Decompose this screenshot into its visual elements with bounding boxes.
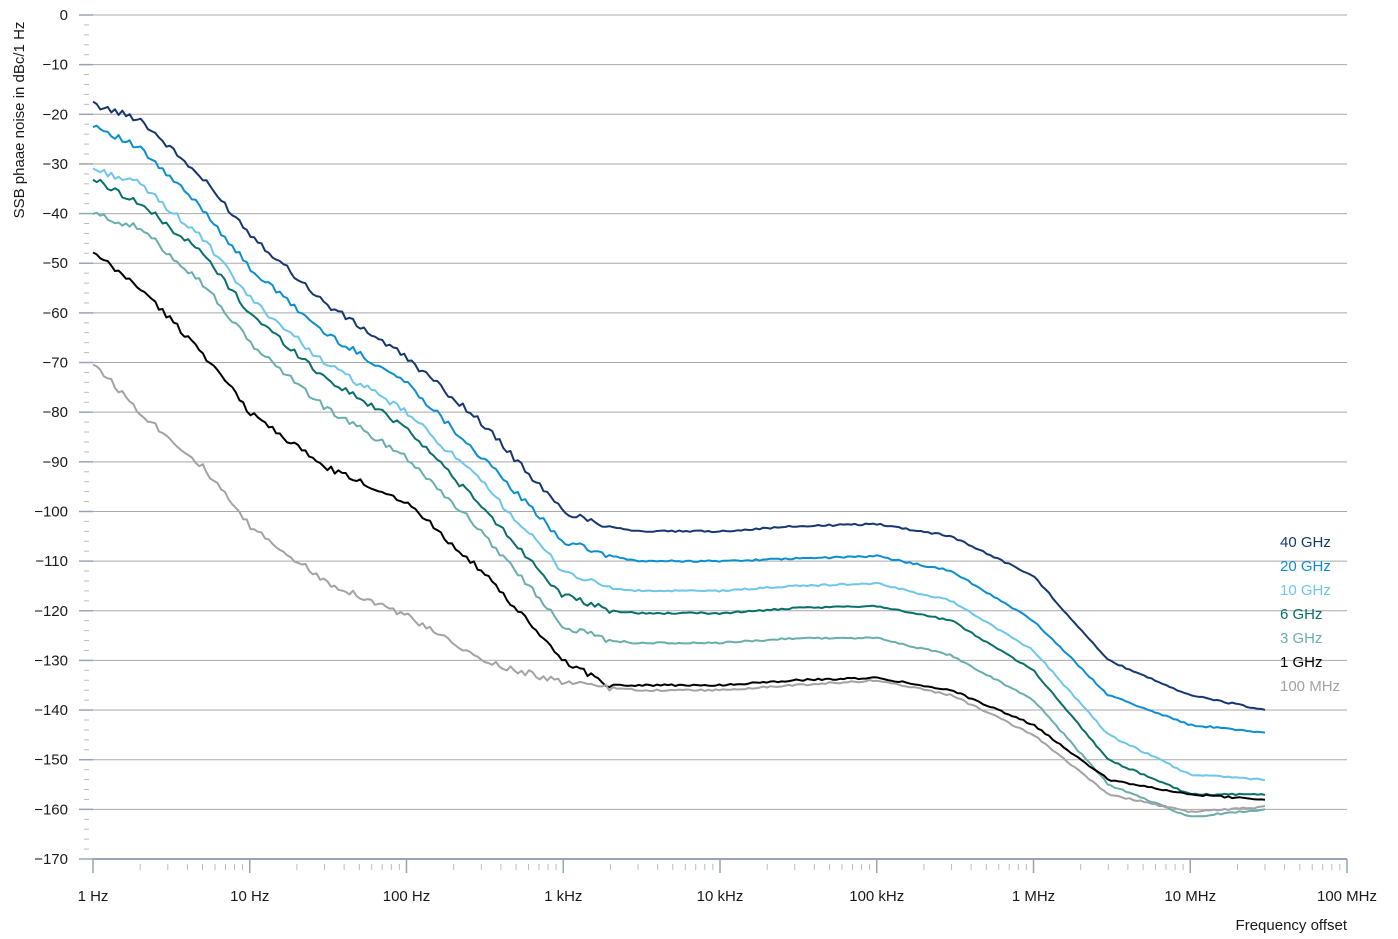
y-tick-label: −110 xyxy=(35,553,68,570)
x-tick-label: 1 Hz xyxy=(78,888,109,905)
y-tick-label: −90 xyxy=(43,454,68,471)
y-tick-label: −160 xyxy=(34,801,68,818)
series-line xyxy=(92,251,1266,801)
legend-label: 1 GHz xyxy=(1280,654,1323,671)
series-line xyxy=(92,211,1266,818)
y-tick-label: −60 xyxy=(43,305,68,322)
series-line xyxy=(92,100,1266,711)
y-tick-label: −100 xyxy=(34,503,68,520)
x-tick-label: 1 MHz xyxy=(1012,888,1055,905)
y-tick-label: −10 xyxy=(43,57,68,74)
x-axis: 1 Hz 10 Hz 100 Hz 1 kHz 10 kHz 100 kHz 1 MHz 10… xyxy=(78,859,1377,905)
y-tick-label: −120 xyxy=(34,603,68,620)
y-tick-label: −170 xyxy=(34,851,68,868)
y-tick-label: −80 xyxy=(43,404,68,421)
x-tick-label: 100 Hz xyxy=(383,888,431,905)
series-line xyxy=(92,363,1266,813)
x-tick-label: 100 MHz xyxy=(1317,888,1377,905)
series-line xyxy=(92,178,1266,797)
legend-label: 6 GHz xyxy=(1280,606,1323,623)
y-tick-label: 0 xyxy=(60,7,68,24)
x-tick-label: 10 Hz xyxy=(230,888,269,905)
x-tick-label: 10 kHz xyxy=(697,888,744,905)
x-tick-label: 10 MHz xyxy=(1164,888,1216,905)
x-tick-label: 100 kHz xyxy=(849,888,904,905)
y-tick-label: −150 xyxy=(34,752,68,769)
legend: 40 GHz 20 GHz 10 GHz 6 GHz 3 GHz 1 GHz 100 MHz xyxy=(1280,534,1340,695)
y-tick-label: −140 xyxy=(34,702,68,719)
x-tick-label: 1 kHz xyxy=(544,888,582,905)
y-tick-label: −20 xyxy=(43,106,68,123)
y-tick-label: −50 xyxy=(43,255,68,272)
legend-label: 3 GHz xyxy=(1280,630,1323,647)
y-tick-label: −40 xyxy=(43,206,68,223)
y-axis-title: SSB phaae noise in dBc/1 Hz xyxy=(11,22,28,219)
legend-label: 100 MHz xyxy=(1280,678,1340,695)
series-line xyxy=(92,124,1266,734)
y-tick-label: −130 xyxy=(34,652,68,669)
y-minor-ticks xyxy=(84,24,89,850)
legend-label: 10 GHz xyxy=(1280,582,1331,599)
y-tick-label: −70 xyxy=(43,355,68,372)
y-tick-label: −30 xyxy=(43,156,68,173)
grid-layer: 0 −10 −20 −30 −40 −50 −60 −70 −80 −90 −100 −110 −120… xyxy=(34,7,1347,868)
x-axis-title: Frequency offset xyxy=(1236,917,1348,934)
legend-label: 20 GHz xyxy=(1280,558,1331,575)
series-lines xyxy=(92,100,1266,818)
legend-label: 40 GHz xyxy=(1280,534,1331,551)
series-line xyxy=(92,167,1266,782)
